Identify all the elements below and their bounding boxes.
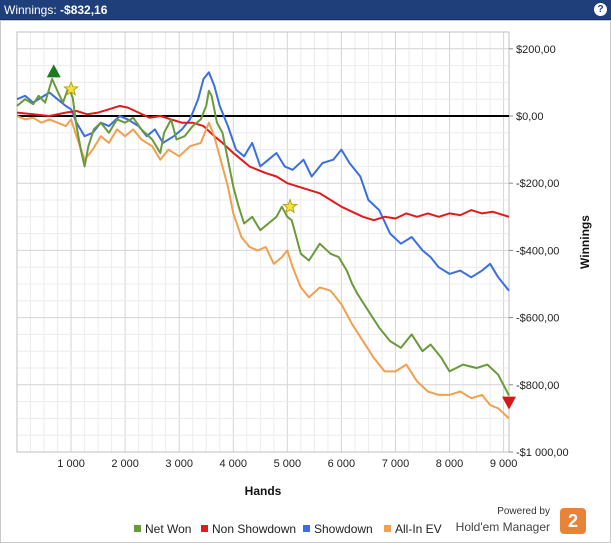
title-bar: Winnings: -$832,16 ? [0, 0, 611, 20]
legend-item: Net Won [134, 522, 191, 536]
product-name: Hold'em Manager [455, 520, 550, 534]
x-tick-label: 7 000 [382, 458, 410, 470]
series-line-non-showdown [16, 104, 510, 222]
branding: Powered by Hold'em Manager 2 [432, 504, 592, 538]
series-line-showdown [16, 71, 510, 292]
peak-marker-triangle [46, 64, 61, 78]
window-title: Winnings: -$832,16 [4, 3, 107, 17]
star-marker [63, 80, 80, 96]
grid-lines [16, 31, 509, 453]
legend-item: Non Showdown [201, 522, 296, 536]
x-tick-label: 1 000 [57, 458, 85, 470]
y-tick-label: -$400,00 [516, 245, 559, 257]
title-winnings-value: -$832,16 [60, 3, 108, 17]
series-line-net-won [16, 78, 510, 397]
x-tick-label: 8 000 [436, 458, 464, 470]
winnings-chart: $200,00 $0,00 -$200,00 -$400,00 -$600,00 -$80… [16, 31, 592, 536]
x-tick-label: 2 000 [111, 458, 139, 470]
y-tick-label: -$600,00 [516, 313, 559, 325]
y-axis-title: Winnings [578, 215, 592, 269]
title-label: Winnings: [4, 3, 57, 17]
y-tick-label: -$800,00 [516, 380, 559, 392]
low-marker-triangle [502, 396, 516, 410]
legend-label: Net Won [145, 522, 191, 536]
powered-by-label: Powered by [497, 506, 550, 517]
y-tick-label: $200,00 [516, 44, 556, 56]
x-tick-label: 6 000 [328, 458, 356, 470]
legend-swatch [384, 525, 391, 532]
help-icon[interactable]: ? [594, 3, 607, 16]
x-axis-title: Hands [245, 484, 282, 498]
legend-label: Showdown [314, 522, 373, 536]
legend-label: Non Showdown [212, 522, 296, 536]
star-marker [282, 198, 299, 214]
hem-logo-icon: 2 [560, 508, 586, 534]
plot-area [16, 31, 510, 453]
legend-item: Showdown [303, 522, 373, 536]
y-tick-label: $0,00 [516, 111, 544, 123]
y-tick-label: -$1 000,00 [516, 447, 569, 459]
legend-label: All-In EV [395, 522, 442, 536]
x-tick-label: 5 000 [274, 458, 302, 470]
x-tick-label: 3 000 [165, 458, 193, 470]
x-tick-label: 9 000 [490, 458, 518, 470]
y-tick-label: -$200,00 [516, 178, 559, 190]
legend-swatch [134, 525, 141, 532]
legend-swatch [303, 525, 310, 532]
legend: Net Won Non Showdown Showdown All-In EV [134, 522, 442, 536]
legend-swatch [201, 525, 208, 532]
chart-frame: $200,00 $0,00 -$200,00 -$400,00 -$600,00 -$80… [0, 20, 611, 543]
x-tick-label: 4 000 [219, 458, 247, 470]
legend-item: All-In EV [384, 522, 442, 536]
